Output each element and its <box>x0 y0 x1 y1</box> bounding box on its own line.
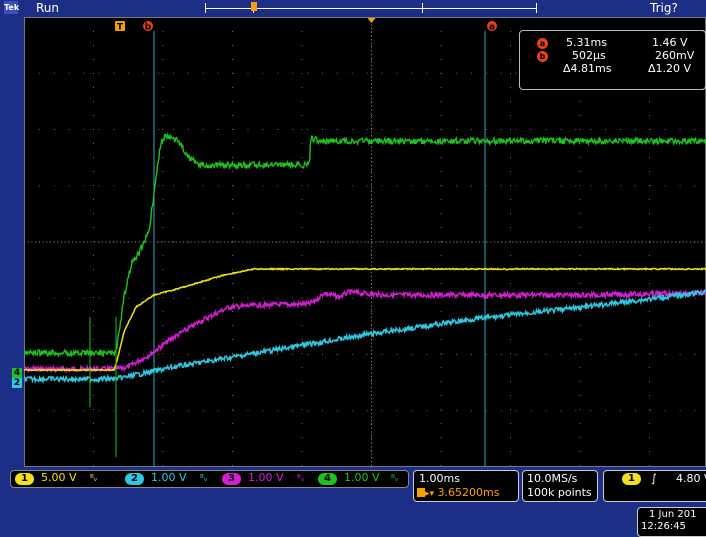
ch1-trace <box>24 267 706 372</box>
ch2-bw-icon: ᴮᵥ <box>200 474 208 484</box>
ch3-trace <box>24 287 706 374</box>
run-status[interactable]: Run <box>36 1 60 15</box>
ch2-ground-marker[interactable]: 2 <box>12 378 22 388</box>
cursor-delta-time: Δ4.81ms <box>563 62 612 75</box>
sample-rate: 10.0MS/s <box>527 472 578 485</box>
cursor-b-marker <box>143 21 153 31</box>
ch2-trace <box>24 289 706 385</box>
trigger-status: Trig? <box>650 1 678 15</box>
date: 1 Jun 201 <box>649 509 697 520</box>
record-trigger-marker <box>251 2 257 11</box>
ch1-scale[interactable]: 1 5.00 V ᴮᵥ <box>15 471 98 485</box>
ch4-bw-icon: ᴮᵥ <box>391 474 399 484</box>
cursor-b-time: 502µs <box>572 49 606 62</box>
ch2-scale[interactable]: 2 1.00 V ᴮᵥ <box>125 471 208 485</box>
trigger-source-badge: 1 <box>622 473 641 485</box>
cursor-b-badge: b <box>537 51 548 62</box>
cursor-b-marker-label: b <box>145 23 152 33</box>
cursor-a-badge: a <box>537 38 548 49</box>
cursor-delta-volt: Δ1.20 V <box>648 62 692 75</box>
ch4-badge: 4 <box>318 473 337 485</box>
trigger-slope-icon: ∫ <box>651 472 657 485</box>
channel-scale-bar <box>10 470 409 488</box>
timebase-position: ▸▾ 3.65200ms <box>417 486 499 499</box>
ch4-trace <box>24 132 706 358</box>
cursor-a-marker <box>487 21 497 31</box>
record-view[interactable] <box>205 2 537 13</box>
trigger-time-marker <box>115 21 125 31</box>
record-window[interactable] <box>253 3 423 13</box>
timebase-scale: 1.00ms <box>419 472 460 485</box>
ch3-badge: 3 <box>222 473 241 485</box>
time: 12:26:45 <box>641 521 686 532</box>
trigger-position-icon <box>417 488 425 497</box>
trigger-position-marker <box>367 18 376 23</box>
tek-badge: Tek <box>4 1 20 14</box>
ch1-badge: 1 <box>15 473 34 485</box>
trigger-box[interactable]: 1 ∫ 4.80 V <box>603 470 706 502</box>
bottom-settings-bar: 1 5.00 V ᴮᵥ 2 1.00 V ᴮᵥ 3 1.00 V ᴮᵥ 4 1.00 V… <box>0 467 706 537</box>
top-status-bar: Tek Run Trig? <box>0 0 706 17</box>
datetime-box: 1 Jun 201 12:26:45 <box>637 507 706 537</box>
trigger-level: 4.80 V <box>676 472 706 485</box>
cursor-readout-panel: a 5.31ms 1.46 V b 502µs 260mV Δ4.81ms Δ1… <box>519 30 706 90</box>
ch1-bw-icon: ᴮᵥ <box>90 474 98 484</box>
cursor-b-volt: 260mV <box>655 49 695 62</box>
timebase-box[interactable]: 1.00ms ▸▾ 3.65200ms <box>413 470 519 502</box>
cursor-a-time: 5.31ms <box>566 36 607 49</box>
ch2-badge: 2 <box>125 473 144 485</box>
cursor-a-volt: 1.46 V <box>652 36 688 49</box>
record-length: 100k points <box>527 486 592 499</box>
ch3-bw-icon: ᴮᵥ <box>297 474 305 484</box>
ch3-scale[interactable]: 3 1.00 V ᴮᵥ <box>222 471 305 485</box>
ch4-scale[interactable]: 4 1.00 V ᴮᵥ <box>318 471 399 485</box>
ch4-ground-marker[interactable]: 4 <box>12 368 22 378</box>
cursor-a-marker-label: a <box>489 23 495 33</box>
acquisition-box[interactable]: 10.0MS/s 100k points <box>522 470 598 502</box>
trigger-time-marker-label: T <box>117 23 124 33</box>
